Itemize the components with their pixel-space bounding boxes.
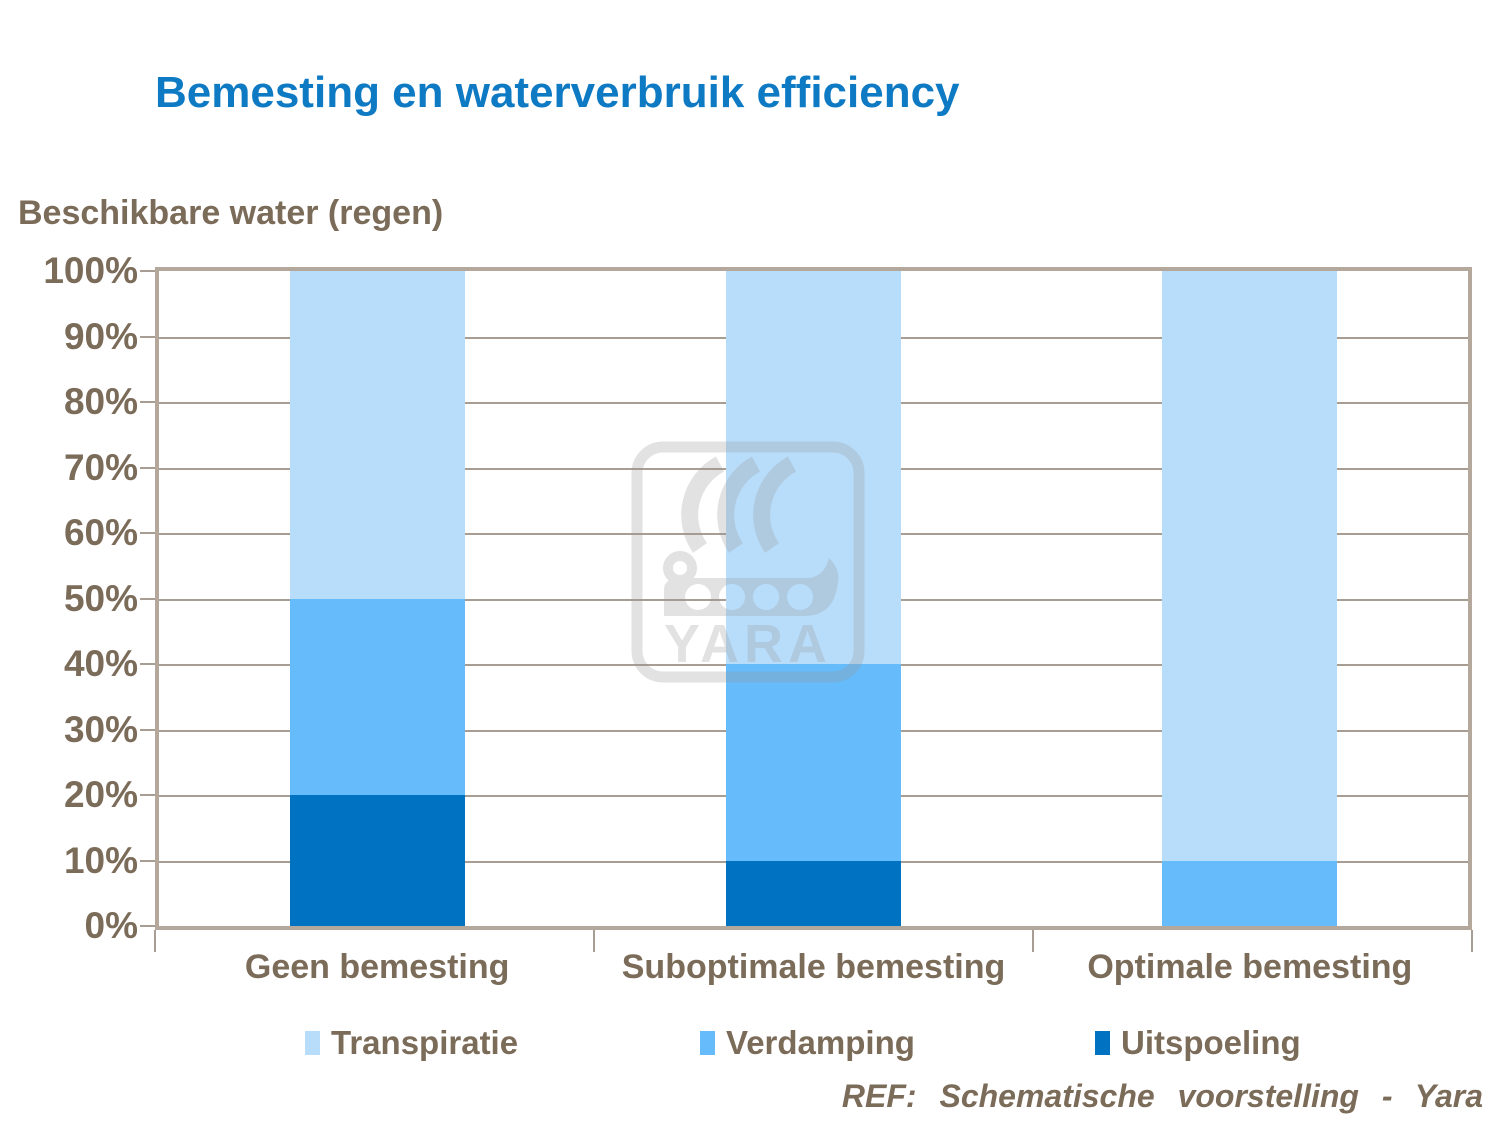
- bar-segment-transpiratie: [1162, 271, 1338, 861]
- bar-segment-verdamping: [726, 664, 901, 861]
- page-title: Bemesting en waterverbruik efficiency: [155, 68, 960, 117]
- category-label: Geen bemesting: [244, 948, 510, 986]
- legend-item-uitspoeling: Uitspoeling: [1095, 1022, 1301, 1064]
- y-tick-label: 100%: [43, 250, 138, 291]
- x-tick-mark: [1032, 930, 1034, 952]
- y-tick-mark: [140, 925, 155, 927]
- legend-label: Uitspoeling: [1121, 1024, 1301, 1061]
- legend-swatch-icon: [1095, 1031, 1110, 1055]
- y-tick-mark: [140, 728, 155, 731]
- y-tick-mark: [140, 859, 155, 862]
- legend-item-verdamping: Verdamping: [700, 1022, 915, 1064]
- stacked-bar: [726, 271, 901, 926]
- x-tick-mark: [1471, 930, 1473, 952]
- y-tick-mark: [140, 270, 155, 272]
- reference-text: REF: Schematische voorstelling - Yara: [841, 1078, 1483, 1114]
- bar-segment-verdamping: [289, 598, 465, 795]
- legend-swatch-icon: [305, 1031, 320, 1055]
- legend-item-transpiratie: Transpiratie: [305, 1022, 518, 1064]
- category-label: Optimale bemesting: [1087, 948, 1413, 986]
- category-label: Suboptimale bemesting: [621, 948, 1006, 986]
- x-tick-mark: [593, 930, 595, 952]
- legend-label: Verdamping: [726, 1024, 915, 1061]
- y-tick-label: 60%: [63, 512, 138, 553]
- stacked-bar: [289, 271, 465, 926]
- bar-segment-verdamping: [1162, 860, 1338, 926]
- y-tick-label: 0%: [84, 905, 138, 946]
- legend-swatch-icon: [700, 1031, 715, 1055]
- y-tick-label: 90%: [63, 315, 138, 357]
- plot-area: [155, 267, 1472, 930]
- bar-segment-uitspoeling: [289, 795, 465, 926]
- y-tick-mark: [140, 663, 155, 665]
- x-tick-mark: [154, 930, 156, 952]
- y-tick-mark: [140, 335, 155, 338]
- y-tick-label: 40%: [63, 643, 138, 684]
- y-tick-label: 50%: [63, 577, 138, 619]
- y-tick-mark: [140, 597, 155, 600]
- bar-segment-uitspoeling: [726, 860, 901, 926]
- stacked-bar: [1162, 271, 1338, 926]
- bar-segment-transpiratie: [726, 271, 901, 664]
- bar-segment-transpiratie: [289, 271, 465, 599]
- y-tick-mark: [140, 401, 155, 403]
- y-tick-mark: [140, 466, 155, 469]
- legend-label: Transpiratie: [331, 1024, 519, 1061]
- y-tick-label: 20%: [63, 774, 138, 815]
- y-tick-mark: [140, 532, 155, 534]
- y-tick-label: 80%: [63, 381, 138, 422]
- y-tick-label: 30%: [63, 708, 138, 750]
- y-tick-mark: [140, 794, 155, 796]
- y-tick-label: 10%: [63, 839, 138, 881]
- y-tick-label: 70%: [63, 446, 138, 488]
- y-axis-title: Beschikbare water (regen): [18, 194, 444, 232]
